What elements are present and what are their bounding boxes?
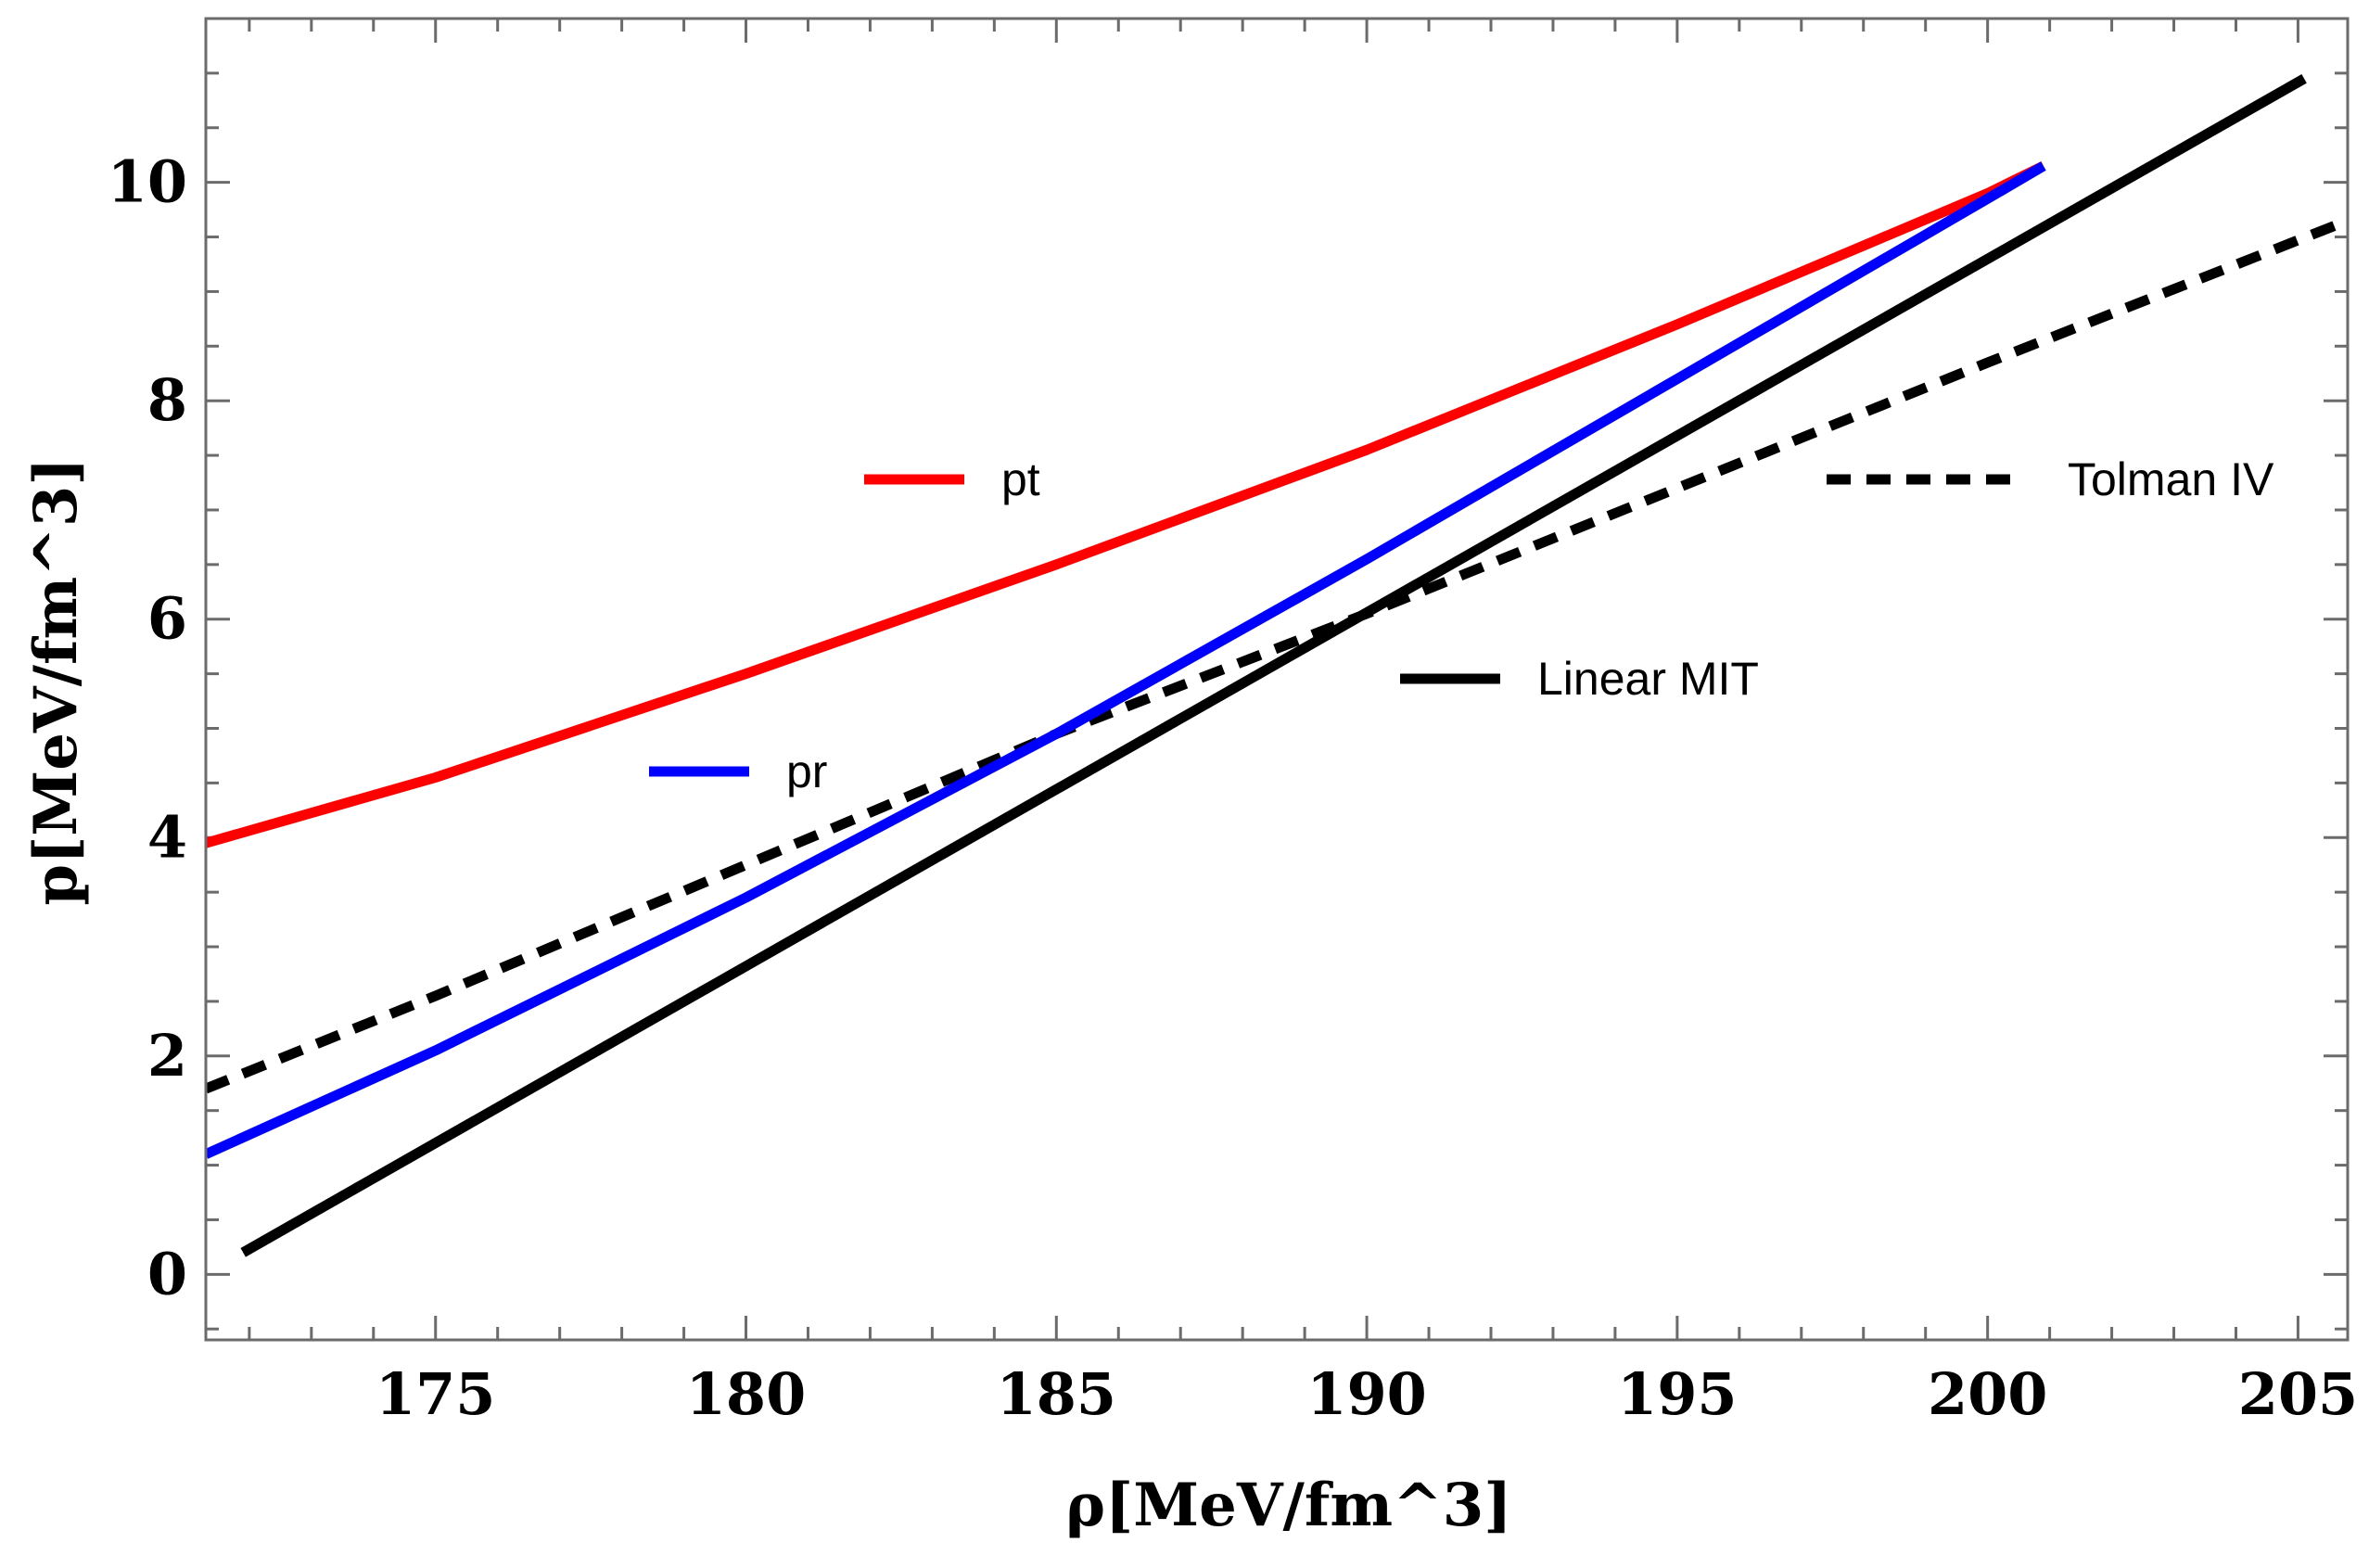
- series-tolman-iv: [206, 215, 2348, 1094]
- tick-marks: [206, 17, 2348, 1340]
- y-tick-label: 2: [147, 1022, 187, 1090]
- x-tick-label: 195: [1617, 1360, 1737, 1428]
- tick-labels: 175 180 185 190 195 200 205 0 2 4 6 8 10: [108, 148, 2358, 1428]
- legend-label-linear-mit: Linear MIT: [1537, 653, 1759, 705]
- legend-label-pr: pr: [786, 746, 827, 797]
- series-layer: [206, 74, 2348, 1257]
- series-linear-mit: [240, 74, 2307, 1257]
- y-tick-label: 0: [147, 1240, 187, 1307]
- x-tick-label: 175: [376, 1360, 495, 1428]
- x-tick-label: 185: [997, 1360, 1116, 1428]
- legend: pt pr Tolman IV Linear MIT: [649, 453, 2274, 797]
- y-tick-label: 10: [108, 148, 187, 216]
- plot-frame: [204, 17, 2350, 1342]
- y-tick-label: 4: [147, 803, 187, 871]
- legend-label-tolman-iv: Tolman IV: [2068, 453, 2274, 505]
- y-tick-label: 6: [147, 585, 187, 653]
- series-pr: [206, 161, 2046, 1159]
- y-tick-label: 8: [147, 366, 187, 434]
- legend-label-pt: pt: [1001, 453, 1040, 505]
- x-axis-title: ρ[MeV/fm^3]: [1065, 1471, 1511, 1540]
- x-tick-label: 190: [1306, 1360, 1426, 1428]
- x-tick-label: 200: [1928, 1360, 2047, 1428]
- y-axis-title: p[MeV/fm^3]: [21, 457, 91, 905]
- x-tick-label: 180: [686, 1360, 806, 1428]
- x-tick-label: 205: [2238, 1360, 2358, 1428]
- series-pt: [206, 161, 2046, 848]
